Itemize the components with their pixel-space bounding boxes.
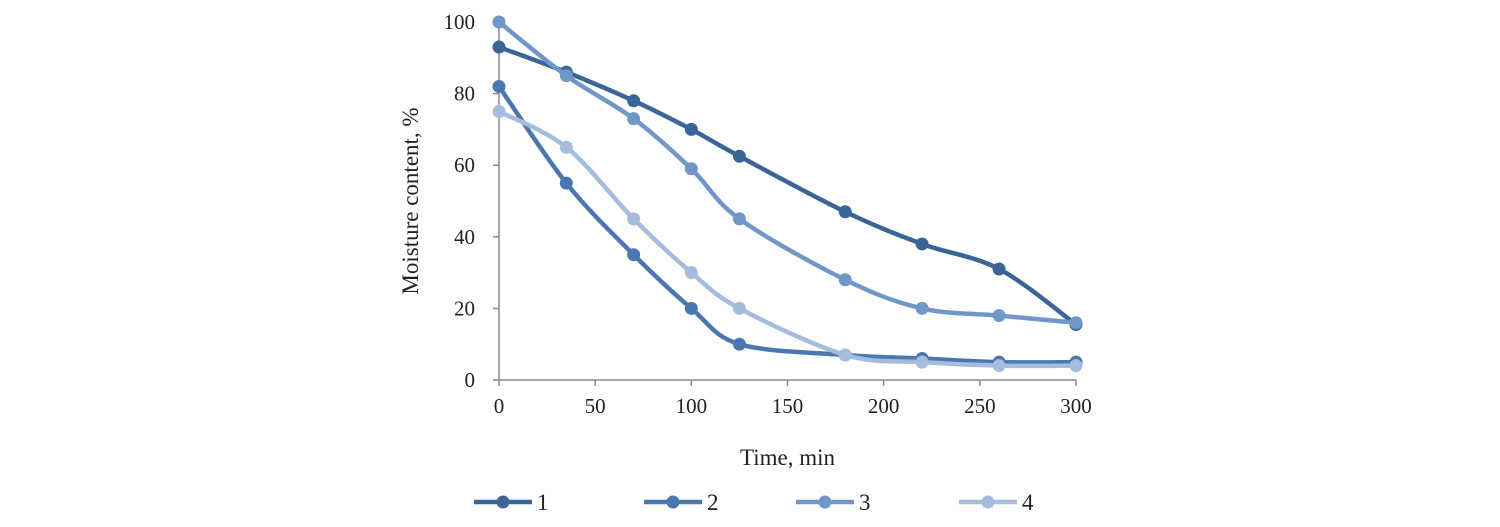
series-4-point <box>627 212 641 226</box>
series-3-point <box>627 112 641 126</box>
series-3-point <box>732 212 746 226</box>
series-4-line <box>496 109 1079 369</box>
x-axis-title: Time, min <box>740 445 836 470</box>
legend-swatch-marker <box>496 495 510 509</box>
series-group <box>492 15 1083 373</box>
y-tick-label: 40 <box>454 225 475 249</box>
series-4-point <box>492 105 506 118</box>
legend-label: 2 <box>707 490 719 515</box>
y-ticks: 0 20 40 60 80 100 <box>444 10 499 392</box>
series-3-point <box>559 69 573 83</box>
x-tick-label: 200 <box>868 394 900 418</box>
series-3-point <box>992 309 1006 323</box>
series-1-line <box>496 44 1079 327</box>
legend-swatch-marker <box>981 495 995 509</box>
series-3-line <box>496 19 1079 325</box>
legend-item-1: 1 <box>474 490 549 515</box>
x-tick-label: 50 <box>585 394 606 418</box>
series-1-point <box>732 149 746 163</box>
series-1-point <box>915 237 929 251</box>
y-tick-label: 20 <box>454 296 475 320</box>
series-1-point <box>492 40 506 54</box>
legend-label: 1 <box>537 490 549 515</box>
y-tick-label: 0 <box>465 368 476 392</box>
series-2-point <box>492 79 506 93</box>
series-4-point <box>992 359 1006 373</box>
legend-swatch-marker <box>666 495 680 509</box>
series-3-point <box>1069 316 1083 330</box>
series-3-point <box>915 301 929 315</box>
y-tick-label: 100 <box>444 10 476 34</box>
series-3 <box>492 15 1083 330</box>
series-1-point <box>838 205 852 219</box>
series-4-point <box>559 140 573 154</box>
series-3-point <box>838 273 852 287</box>
legend-label: 3 <box>859 490 871 515</box>
series-4-point <box>915 355 929 369</box>
y-tick-label: 80 <box>454 82 475 106</box>
series-2-point <box>684 301 698 315</box>
series-2 <box>492 79 1083 369</box>
series-1-point <box>627 94 641 108</box>
x-tick-label: 150 <box>772 394 804 418</box>
y-axis-title: Moisture content, % <box>398 107 423 294</box>
series-4-point <box>732 301 746 315</box>
series-2-point <box>627 248 641 262</box>
series-3-point <box>684 162 698 176</box>
x-tick-label: 250 <box>964 394 996 418</box>
series-1-point <box>992 262 1006 276</box>
legend: 1 2 3 4 <box>474 490 1034 515</box>
legend-item-2: 2 <box>644 490 719 515</box>
x-tick-label: 300 <box>1060 394 1092 418</box>
legend-swatch-marker <box>818 495 832 509</box>
series-1-point <box>684 122 698 136</box>
series-4-point <box>1069 359 1083 373</box>
x-ticks: 0 50 100 150 200 250 300 <box>494 380 1092 418</box>
series-4 <box>492 105 1083 373</box>
series-4-point <box>684 266 698 280</box>
series-3-point <box>492 15 506 29</box>
x-tick-label: 100 <box>676 394 708 418</box>
series-2-point <box>732 337 746 351</box>
series-2-point <box>559 176 573 190</box>
series-4-point <box>838 348 852 362</box>
legend-item-4: 4 <box>959 490 1034 515</box>
legend-item-3: 3 <box>796 490 871 515</box>
x-tick-label: 0 <box>494 394 505 418</box>
y-tick-label: 60 <box>454 153 475 177</box>
series-2-line <box>496 84 1079 365</box>
axes <box>498 22 1076 381</box>
legend-label: 4 <box>1022 490 1034 515</box>
